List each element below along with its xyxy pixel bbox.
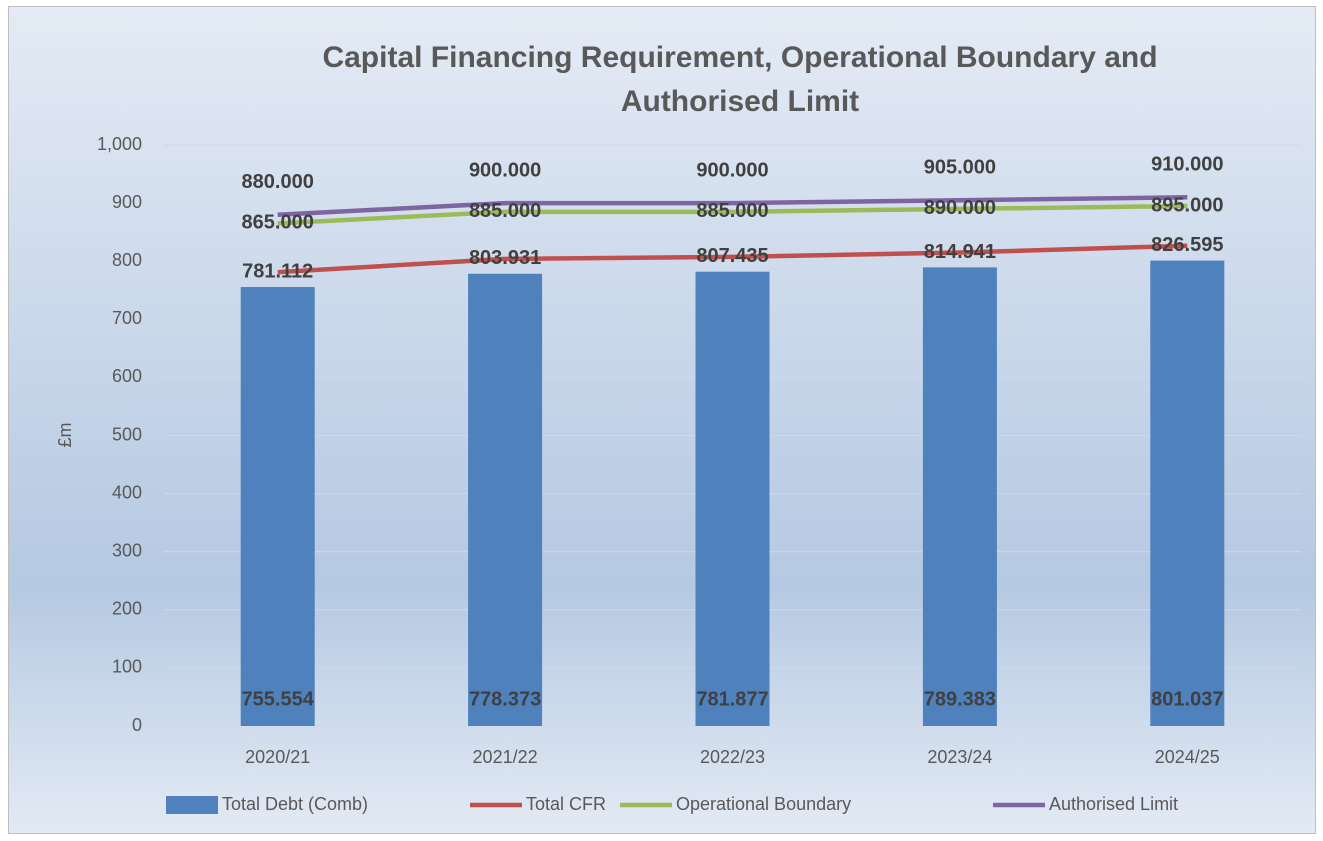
data-label: 890.000	[924, 197, 996, 219]
data-label: 807.435	[696, 245, 768, 267]
y-tick-label: 700	[112, 308, 142, 328]
y-tick-label: 600	[112, 366, 142, 386]
legend-label: Total Debt (Comb)	[222, 794, 368, 814]
data-label: 880.000	[242, 171, 314, 193]
bar	[922, 267, 997, 726]
line	[277, 195, 1188, 217]
line	[277, 243, 1188, 275]
data-label: 910.000	[1151, 154, 1223, 176]
data-label: 826.595	[1151, 234, 1223, 256]
x-tick-label: 2023/24	[927, 747, 992, 767]
data-label: 781.877	[696, 688, 768, 710]
legend-swatch	[166, 796, 218, 814]
y-tick-label: 300	[112, 540, 142, 560]
y-tick-label: 500	[112, 424, 142, 444]
y-axis-label: £m	[55, 422, 75, 447]
data-label: 885.000	[696, 200, 768, 222]
data-label: 895.000	[1151, 194, 1223, 216]
y-tick-label: 800	[112, 250, 142, 270]
data-label: 801.037	[1151, 688, 1223, 710]
data-label: 781.112	[242, 260, 313, 282]
legend-label: Authorised Limit	[1049, 794, 1178, 814]
y-tick-label: 900	[112, 192, 142, 212]
data-label: 865.000	[242, 212, 314, 234]
data-label: 900.000	[696, 159, 768, 181]
data-label: 814.941	[924, 241, 996, 263]
data-label: 803.931	[469, 247, 541, 269]
data-label: 789.383	[924, 688, 996, 710]
line	[277, 203, 1188, 226]
y-tick-label: 0	[132, 715, 142, 735]
y-tick-label: 1,000	[97, 134, 142, 154]
bar	[468, 273, 543, 726]
data-label: 778.373	[469, 688, 541, 710]
legend-label: Total CFR	[526, 794, 606, 814]
bar	[695, 271, 770, 726]
y-tick-label: 400	[112, 482, 142, 502]
x-tick-label: 2024/25	[1155, 747, 1220, 767]
bar	[1150, 260, 1225, 726]
x-tick-label: 2022/23	[700, 747, 765, 767]
x-tick-label: 2020/21	[245, 747, 310, 767]
chart-area	[8, 6, 1316, 834]
chart-title: Capital Financing Requirement, Operation…	[322, 41, 1158, 118]
legend-label: Operational Boundary	[676, 794, 851, 814]
data-label: 885.000	[469, 200, 541, 222]
y-tick-label: 100	[112, 657, 142, 677]
x-tick-label: 2021/22	[473, 747, 538, 767]
data-label: 900.000	[469, 159, 541, 181]
bar	[240, 287, 315, 726]
data-label: 755.554	[242, 688, 315, 710]
y-tick-label: 200	[112, 599, 142, 619]
data-label: 905.000	[924, 156, 996, 178]
